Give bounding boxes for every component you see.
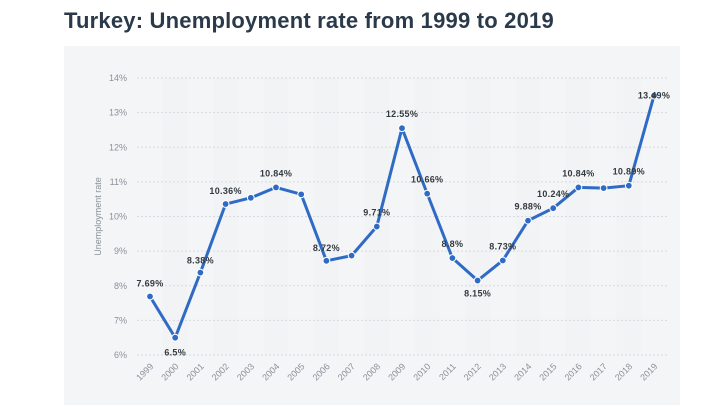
x-tick-label: 2003 xyxy=(235,361,256,382)
y-tick-label: 9% xyxy=(114,246,127,256)
data-label: 10.84% xyxy=(562,168,594,178)
data-label: 8.38% xyxy=(187,256,214,266)
x-tick-label: 2008 xyxy=(361,361,382,382)
x-tick-label: 2014 xyxy=(512,361,533,382)
data-label: 10.84% xyxy=(260,168,292,178)
data-label: 8.73% xyxy=(489,241,516,251)
y-tick-label: 8% xyxy=(114,281,127,291)
x-tick-label: 2007 xyxy=(336,361,357,382)
x-tick-label: 1999 xyxy=(134,361,155,382)
data-label: 8.8% xyxy=(442,239,464,249)
x-tick-label: 2013 xyxy=(487,361,508,382)
y-tick-label: 7% xyxy=(114,315,127,325)
data-point[interactable] xyxy=(524,216,532,225)
data-point[interactable] xyxy=(473,276,482,285)
data-point[interactable] xyxy=(246,193,255,202)
data-label: 8.72% xyxy=(313,243,340,253)
x-tick-label: 2009 xyxy=(386,361,407,382)
x-tick-label: 2011 xyxy=(437,361,458,382)
data-label: 7.69% xyxy=(136,278,163,288)
data-points xyxy=(146,91,658,342)
data-point[interactable] xyxy=(146,292,154,301)
x-tick-label: 2010 xyxy=(411,361,432,382)
data-label: 13.49% xyxy=(638,91,670,101)
data-point[interactable] xyxy=(650,91,658,100)
x-tick-label: 2000 xyxy=(159,361,180,382)
column-band xyxy=(263,78,289,355)
data-label: 9.71% xyxy=(363,208,390,218)
data-point[interactable] xyxy=(624,181,633,190)
data-point[interactable] xyxy=(221,200,230,208)
page-title: Turkey: Unemployment rate from 1999 to 2… xyxy=(64,8,554,33)
data-point[interactable] xyxy=(347,251,356,260)
data-label: 10.24% xyxy=(537,189,569,199)
data-point[interactable] xyxy=(297,190,306,199)
data-point[interactable] xyxy=(171,333,180,342)
data-label: 10.89% xyxy=(613,167,645,177)
y-tick-label: 12% xyxy=(109,142,127,152)
data-point[interactable] xyxy=(322,256,331,265)
x-tick-label: 2015 xyxy=(537,361,558,382)
data-point[interactable] xyxy=(372,222,381,231)
data-label: 6.5% xyxy=(164,348,186,358)
data-point[interactable] xyxy=(423,189,432,198)
y-axis-title: Unemployment rate xyxy=(93,177,103,256)
x-tick-label: 2006 xyxy=(311,361,332,382)
y-tick-label: 13% xyxy=(109,108,127,118)
x-tick-label: 2018 xyxy=(613,361,634,382)
data-point[interactable] xyxy=(272,183,280,192)
data-label: 9.88% xyxy=(514,202,541,212)
y-tick-label: 10% xyxy=(109,212,127,222)
x-tick-label: 2012 xyxy=(462,361,483,382)
x-tick-label: 2005 xyxy=(285,361,306,382)
x-tick-label: 2017 xyxy=(588,361,609,382)
x-axis-ticks: 1999 2000 2001 2002 2003 2004 2005 2006 2007 2008… xyxy=(134,361,659,382)
data-point[interactable] xyxy=(599,184,608,193)
y-tick-label: 6% xyxy=(114,350,127,360)
gridlines xyxy=(137,77,667,356)
data-point[interactable] xyxy=(398,124,406,133)
y-axis-ticks: 6% 7% 8% 9% 10% 11% 12% 13% 14% xyxy=(109,73,127,360)
x-tick-label: 2016 xyxy=(563,361,584,382)
data-label: 10.36% xyxy=(209,186,241,196)
data-point[interactable] xyxy=(196,268,205,277)
data-point[interactable] xyxy=(574,183,583,192)
data-label: 10.66% xyxy=(411,175,443,185)
x-tick-label: 2001 xyxy=(185,361,206,382)
data-label: 12.55% xyxy=(386,109,418,119)
y-tick-label: 11% xyxy=(110,177,127,187)
x-tick-label: 2019 xyxy=(638,361,659,382)
data-point[interactable] xyxy=(549,204,558,213)
data-point[interactable] xyxy=(498,256,507,265)
y-tick-label: 14% xyxy=(109,73,127,83)
data-point[interactable] xyxy=(448,254,457,262)
x-tick-label: 2004 xyxy=(260,361,281,382)
data-labels: 7.69% 6.5% 8.38% 10.36% 10.84% 8.72% 9.71% 12.5… xyxy=(136,91,670,358)
data-label: 8.15% xyxy=(464,289,491,299)
x-tick-label: 2002 xyxy=(210,361,231,382)
